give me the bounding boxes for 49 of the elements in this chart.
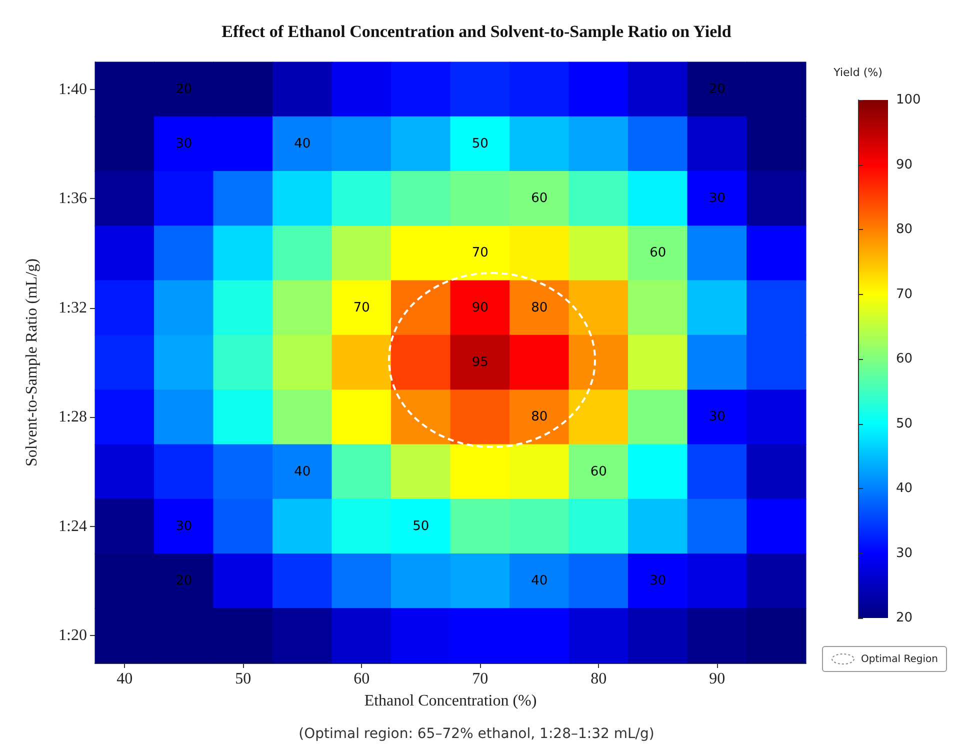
data-label: 40 (294, 464, 311, 480)
y-tick-label: 1:36 (58, 190, 87, 208)
color-bar-title: Yield (%) (832, 66, 882, 79)
data-label: 60 (650, 246, 666, 261)
x-tick-label: 60 (354, 670, 370, 688)
data-label: 20 (176, 574, 192, 589)
color-bar-label: 50 (896, 416, 913, 432)
color-bar-label: 100 (896, 92, 921, 108)
color-bar-label: 30 (896, 546, 913, 561)
data-label: 40 (294, 136, 311, 152)
y-tick-label: 1:40 (58, 80, 87, 98)
data-label: 50 (412, 518, 430, 534)
data-label: 30 (708, 191, 726, 206)
data-label: 90 (472, 300, 488, 316)
data-label: 30 (650, 574, 666, 589)
x-tick-label: 80 (590, 670, 607, 688)
y-tick-label: 1:32 (58, 299, 87, 316)
text: (Optimal region: 65–72% ethanol, 1:28–1:32 mL/g) (298, 726, 654, 742)
data-label: 50 (472, 136, 488, 152)
data-label: 70 (472, 246, 488, 261)
color-bar-label: 20 (896, 610, 913, 626)
data-label: 95 (472, 355, 488, 370)
data-label: 30 (708, 410, 726, 425)
chart-title: Effect of Ethanol Concentration and Solvent-to-Sample Ratio on Yield (222, 22, 732, 41)
color-bar-label: 40 (896, 481, 913, 496)
y-axis-title: Solvent-to-Sample Ratio (mL/g) (24, 258, 40, 466)
color-bar-label: 60 (896, 352, 913, 366)
x-tick-label: 70 (472, 670, 488, 688)
y-tick-label: 1:20 (58, 627, 87, 644)
data-label: 60 (531, 191, 548, 206)
y-tick-label: 1:28 (58, 408, 87, 426)
x-tick-label: 50 (235, 670, 252, 688)
y-tick-label: 1:24 (58, 518, 87, 535)
data-label: 20 (708, 82, 726, 97)
color-bar-label: 70 (896, 286, 913, 302)
x-axis-title: Ethanol Concentration (%) (364, 692, 537, 710)
x-tick-label: 40 (116, 670, 133, 688)
text: Optimal Region (861, 654, 938, 664)
data-label: 60 (590, 464, 607, 480)
data-label: 80 (531, 410, 548, 425)
data-label: 40 (531, 574, 548, 589)
data-label: 70 (353, 300, 370, 316)
color-bar-label: 80 (896, 222, 913, 237)
data-label: 20 (176, 82, 192, 97)
data-label: 30 (176, 518, 192, 534)
color-bar-label: 90 (896, 157, 913, 172)
data-label: 80 (531, 300, 548, 316)
x-tick-label: 90 (709, 670, 726, 688)
data-label: 30 (176, 136, 192, 152)
